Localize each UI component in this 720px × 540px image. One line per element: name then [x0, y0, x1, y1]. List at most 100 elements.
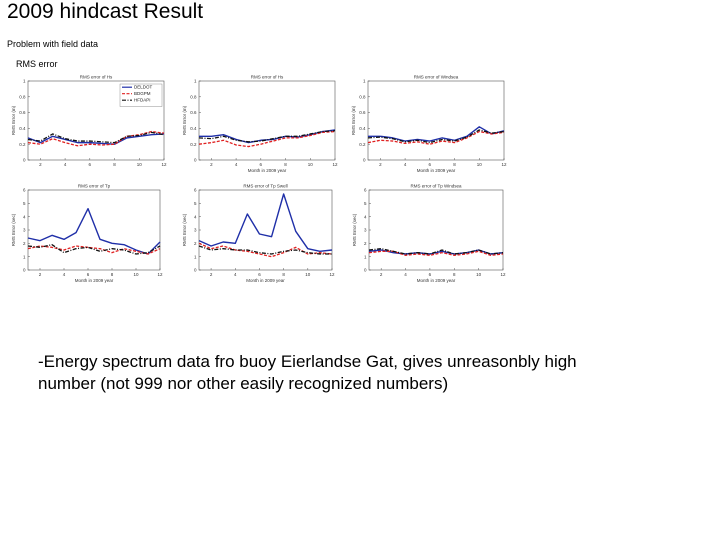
- y-tick-label: 0: [194, 158, 197, 163]
- plot-area-5: [198, 189, 333, 271]
- y-tick-label: 6: [23, 188, 26, 193]
- panel-title: RMS error of Hs: [80, 75, 113, 80]
- slide-subtitle: Problem with field data: [7, 39, 99, 49]
- y-axis-label: RMS Error (sec): [352, 213, 357, 246]
- series-line-5-3: [198, 245, 332, 255]
- series-line-5-2: [198, 242, 333, 258]
- legend-box: [119, 83, 163, 107]
- series-line-4-1: [27, 207, 161, 255]
- x-tick-label: 2: [380, 272, 383, 277]
- y-tick-label: 0.6: [359, 110, 366, 115]
- y-tick-label: 0.8: [190, 94, 197, 99]
- y-tick-label: 1: [194, 79, 197, 84]
- x-tick-label: 8: [111, 272, 114, 277]
- y-tick-label: 3: [364, 228, 367, 233]
- x-axis-label: Month in 2009 year: [248, 168, 287, 173]
- series-line-1-3: [27, 131, 165, 144]
- y-tick-label: 0: [23, 158, 26, 163]
- y-tick-label: 5: [364, 201, 367, 206]
- y-tick-label: 0.8: [359, 94, 366, 99]
- y-tick-label: 0.6: [190, 110, 197, 115]
- y-axis-label: RMS Error (sec): [11, 213, 16, 246]
- x-tick-label: 10: [477, 162, 483, 167]
- body-text: -Energy spectrum data fro buoy Eierlands…: [38, 351, 658, 395]
- y-tick-label: 2: [194, 241, 197, 246]
- y-tick-label: 6: [364, 188, 367, 193]
- y-tick-label: 0.4: [19, 126, 26, 131]
- y-tick-label: 1: [23, 254, 26, 259]
- series-line-5-1: [198, 193, 333, 253]
- series-line-1-1: [27, 133, 165, 145]
- plot-area-6: [368, 189, 504, 271]
- series-line-6-2: [368, 250, 504, 256]
- y-tick-label: 0.6: [19, 110, 26, 115]
- y-tick-label: 0.8: [19, 94, 26, 99]
- series-line-2-3: [198, 130, 336, 143]
- x-tick-label: 6: [89, 162, 92, 167]
- series-line-6-3: [368, 248, 504, 255]
- y-tick-label: 0.2: [190, 142, 197, 147]
- y-tick-label: 2: [23, 241, 26, 246]
- x-tick-label: 12: [332, 162, 338, 167]
- x-tick-label: 6: [260, 162, 263, 167]
- y-tick-label: 1: [23, 79, 26, 84]
- x-tick-label: 2: [210, 272, 213, 277]
- x-tick-label: 4: [64, 162, 67, 167]
- y-tick-label: 3: [194, 228, 197, 233]
- y-axis-label: RMS Error (sec): [182, 213, 187, 246]
- y-tick-label: 0.4: [190, 126, 197, 131]
- y-axis-label: RMS Error (m): [351, 105, 356, 135]
- y-tick-label: 0: [23, 268, 26, 273]
- x-tick-label: 12: [157, 272, 163, 277]
- x-tick-label: 2: [39, 162, 42, 167]
- y-tick-label: 0: [363, 158, 366, 163]
- y-tick-label: 4: [23, 214, 26, 219]
- slide-title: 2009 hindcast Result: [7, 0, 204, 23]
- panel-title: RMS error of Tp Windsea: [411, 184, 462, 189]
- x-tick-label: 4: [63, 272, 66, 277]
- rms-error-label: RMS error: [16, 59, 58, 69]
- y-tick-label: 0.2: [359, 142, 366, 147]
- legend-entry: HFDAPI: [134, 98, 151, 103]
- series-line-4-3: [27, 244, 161, 255]
- x-axis-label: Month in 2009 year: [417, 168, 456, 173]
- y-axis-label: RMS Error (m): [182, 105, 187, 135]
- y-tick-label: 0: [364, 268, 367, 273]
- x-tick-label: 10: [137, 162, 143, 167]
- x-axis-label: Month in 2009 year: [246, 278, 285, 283]
- x-tick-label: 4: [404, 162, 407, 167]
- x-tick-label: 2: [39, 272, 42, 277]
- x-tick-label: 2: [379, 162, 382, 167]
- series-line-4-2: [27, 245, 161, 255]
- y-tick-label: 4: [194, 214, 197, 219]
- x-tick-label: 10: [133, 272, 139, 277]
- x-axis-label: Month in 2009 year: [75, 278, 114, 283]
- y-tick-label: 2: [364, 241, 367, 246]
- x-tick-label: 12: [161, 162, 167, 167]
- y-tick-label: 1: [364, 254, 367, 259]
- panel-title: RMS error of Windsea: [414, 75, 459, 80]
- legend-entry: DELDOT: [134, 85, 153, 90]
- plot-area-3: [367, 80, 505, 161]
- x-tick-label: 8: [284, 162, 287, 167]
- y-tick-label: 1: [194, 254, 197, 259]
- x-tick-label: 4: [404, 272, 407, 277]
- x-tick-label: 10: [476, 272, 482, 277]
- y-tick-label: 0.2: [19, 142, 26, 147]
- plot-area-4: [27, 189, 161, 271]
- x-tick-label: 4: [234, 272, 237, 277]
- x-tick-label: 8: [453, 272, 456, 277]
- y-tick-label: 5: [23, 201, 26, 206]
- plot-area-2: [198, 80, 336, 161]
- x-tick-label: 12: [329, 272, 335, 277]
- panel-title: RMS error of Tp Swell: [243, 184, 287, 189]
- x-tick-label: 6: [87, 272, 90, 277]
- x-tick-label: 6: [429, 272, 432, 277]
- x-tick-label: 6: [258, 272, 261, 277]
- y-tick-label: 0: [194, 268, 197, 273]
- series-line-3-1: [368, 126, 505, 142]
- y-tick-label: 4: [364, 214, 367, 219]
- x-tick-label: 2: [210, 162, 213, 167]
- x-tick-label: 12: [501, 162, 507, 167]
